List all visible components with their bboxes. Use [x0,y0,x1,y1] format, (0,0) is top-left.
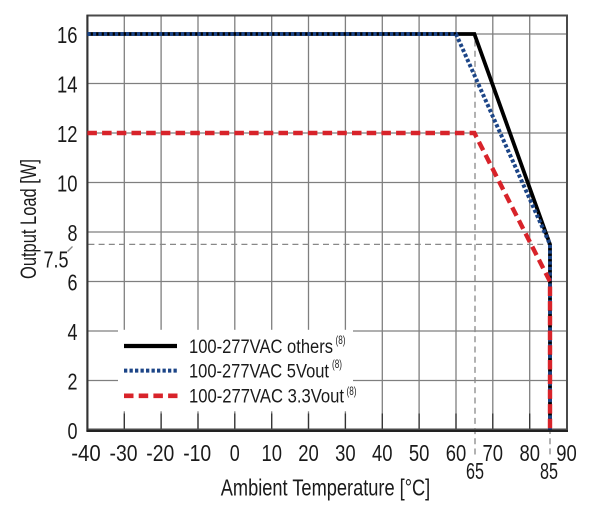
svg-text:4: 4 [68,319,78,345]
svg-text:90: 90 [556,440,577,466]
svg-text:40: 40 [372,440,393,466]
svg-text:2: 2 [68,369,78,395]
svg-text:85: 85 [540,458,558,484]
svg-text:100-277VAC others: 100-277VAC others [189,336,333,358]
svg-text:65: 65 [466,458,484,484]
svg-text:Ambient Temperature [°C]: Ambient Temperature [°C] [221,474,431,500]
svg-text:16: 16 [57,22,78,48]
svg-text:50: 50 [409,440,430,466]
svg-text:(8): (8) [336,333,346,347]
svg-text:20: 20 [298,440,319,466]
svg-text:8: 8 [68,220,78,246]
svg-text:10: 10 [57,171,78,197]
svg-text:100-277VAC 3.3Vout: 100-277VAC 3.3Vout [189,386,344,408]
svg-text:6: 6 [68,270,78,296]
svg-text:-10: -10 [183,440,211,466]
svg-text:30: 30 [335,440,356,466]
svg-text:7.5: 7.5 [44,247,69,273]
svg-text:60: 60 [446,440,467,466]
svg-text:0: 0 [230,440,240,466]
svg-text:-20: -20 [146,440,174,466]
svg-text:0: 0 [68,418,78,444]
svg-text:80: 80 [519,440,540,466]
svg-text:Output Load [W]: Output Load [W] [16,159,41,279]
svg-text:-40: -40 [71,440,101,466]
svg-text:100-277VAC 5Vout: 100-277VAC 5Vout [189,361,329,383]
svg-text:14: 14 [57,72,78,98]
svg-text:(8): (8) [332,357,342,371]
svg-text:-30: -30 [110,440,138,466]
svg-text:70: 70 [483,440,504,466]
svg-text:(8): (8) [347,384,357,398]
svg-text:10: 10 [261,440,282,466]
svg-text:12: 12 [57,121,78,147]
